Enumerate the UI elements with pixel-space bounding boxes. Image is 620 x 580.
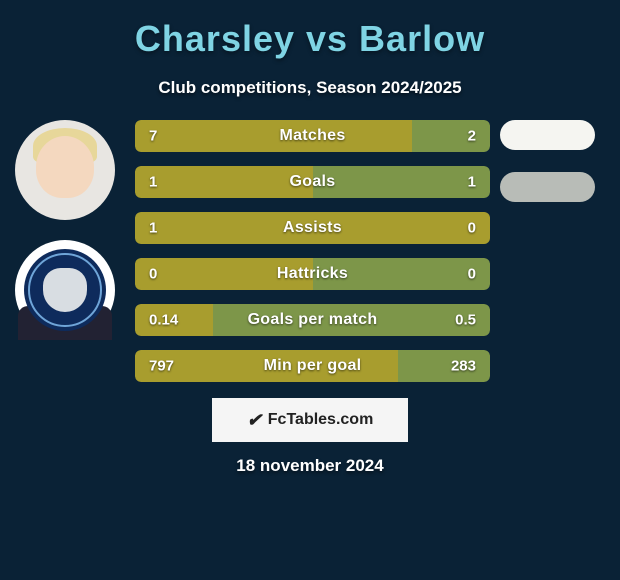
stat-bar-left — [135, 120, 412, 152]
stat-bar-right — [313, 166, 491, 198]
brand-text: FcTables.com — [268, 411, 374, 429]
stat-row: 0 Hattricks 0 — [135, 258, 490, 290]
stat-value-left: 1 — [149, 174, 157, 191]
brand-mark-icon: ✔ — [247, 410, 262, 431]
stat-bar-right — [398, 350, 490, 382]
tag-pill-1 — [500, 120, 595, 150]
stat-value-right: 0 — [468, 266, 476, 283]
stat-value-right: 2 — [468, 128, 476, 145]
stat-label: Goals — [290, 173, 336, 191]
subtitle: Club competitions, Season 2024/2025 — [0, 78, 620, 98]
tag-pill-2 — [500, 172, 595, 202]
stat-value-left: 0 — [149, 266, 157, 283]
right-tag-column — [495, 120, 610, 202]
player-head — [36, 136, 94, 198]
stat-row: 1 Goals 1 — [135, 166, 490, 198]
stat-label: Min per goal — [264, 357, 362, 375]
stat-label: Assists — [283, 219, 342, 237]
player-avatar — [15, 120, 115, 220]
stat-value-right: 0.5 — [455, 312, 476, 329]
stat-value-left: 0.14 — [149, 312, 178, 329]
stat-value-left: 797 — [149, 358, 174, 375]
stat-row: 0.14 Goals per match 0.5 — [135, 304, 490, 336]
club-owl-icon — [43, 268, 87, 312]
page-title: Charsley vs Barlow — [0, 18, 620, 60]
stat-bar-left — [135, 166, 313, 198]
stat-label: Hattricks — [277, 265, 348, 283]
stat-bar-right — [412, 120, 490, 152]
stat-value-right: 0 — [468, 220, 476, 237]
stat-label: Matches — [279, 127, 345, 145]
comparison-card: Charsley vs Barlow Club competitions, Se… — [0, 0, 620, 580]
club-badge — [24, 249, 106, 331]
brand-badge[interactable]: ✔ FcTables.com — [212, 398, 408, 442]
stat-row: 7 Matches 2 — [135, 120, 490, 152]
stat-value-left: 7 — [149, 128, 157, 145]
stat-value-left: 1 — [149, 220, 157, 237]
player-hair — [33, 128, 97, 164]
left-avatar-column — [10, 120, 120, 340]
stat-value-right: 283 — [451, 358, 476, 375]
stat-value-right: 1 — [468, 174, 476, 191]
stat-rows: 7 Matches 2 1 Goals 1 1 Assists 0 0 Hattricks 0 0.14… — [135, 120, 490, 396]
stat-label: Goals per match — [248, 311, 378, 329]
stat-row: 797 Min per goal 283 — [135, 350, 490, 382]
footer-date: 18 november 2024 — [236, 456, 383, 476]
stat-row: 1 Assists 0 — [135, 212, 490, 244]
